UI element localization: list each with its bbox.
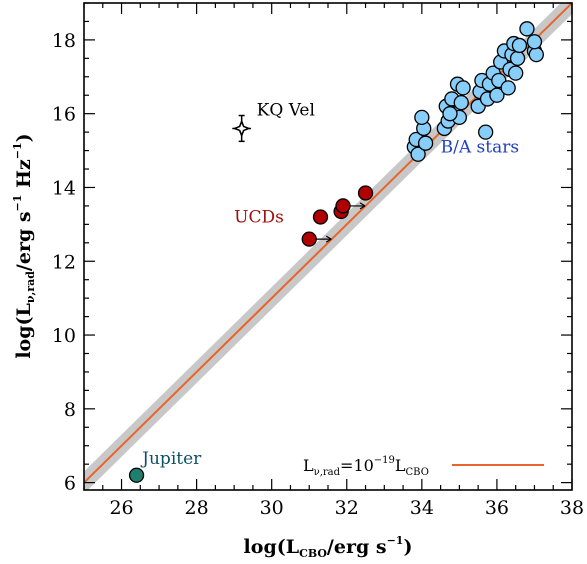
ucds-point — [301, 231, 317, 247]
x-tick-label: 34 — [410, 497, 434, 519]
axes: 26 28 30 32 34 36 38 6 8 10 12 14 16 18 — [52, 2, 584, 519]
x-tick-label: 36 — [485, 497, 509, 519]
b-a-stars-point — [509, 50, 526, 66]
b-a-stars-annotation: B/A stars — [441, 137, 519, 157]
x-tick-label: 30 — [260, 497, 284, 519]
b-a-stars-point — [442, 106, 458, 122]
y-tick-label: 18 — [52, 30, 76, 52]
b-a-stars-point — [500, 80, 516, 96]
y-tick-label: 12 — [52, 251, 76, 273]
b-a-stars-point — [414, 109, 430, 126]
b-a-stars-point — [453, 94, 469, 111]
ucds-point — [312, 209, 329, 225]
jupiter-annotation: Jupiter — [140, 449, 202, 469]
b-a-stars-point — [455, 80, 471, 96]
ucd-arrowhead — [359, 202, 366, 210]
b-a-stars-point — [508, 65, 524, 81]
ucds-annotation: UCDs — [234, 208, 284, 228]
x-tick-label: 38 — [560, 497, 584, 519]
y-tick-label: 10 — [52, 325, 76, 347]
y-tick-label: 8 — [64, 399, 76, 421]
ucds-point — [335, 198, 351, 214]
ucds-point — [357, 185, 374, 201]
b-a-stars-point — [478, 124, 494, 140]
b-a-stars-point — [528, 47, 544, 63]
x-tick-label: 26 — [109, 497, 133, 519]
x-axis-title: log(LCBO/erg s−1) — [244, 534, 413, 560]
y-axis-title: log(Lν,rad/erg s−1 Hz−1) — [11, 133, 37, 358]
kq-vel-annotation: KQ Vel — [257, 101, 315, 121]
x-tick-label: 32 — [335, 497, 359, 519]
y-tick-label: 6 — [64, 473, 76, 495]
legend-label: Lν,rad=10−19LCBO — [303, 455, 429, 478]
y-tick-label: 16 — [52, 104, 76, 126]
b-a-stars-point — [511, 37, 528, 54]
b-a-stars-point — [526, 34, 543, 50]
y-tick-label: 14 — [52, 177, 76, 199]
ucd-arrowhead — [325, 235, 332, 243]
b-a-stars-point — [489, 87, 505, 103]
plot-area — [84, 3, 572, 490]
b-a-stars-point — [410, 146, 426, 162]
labels: log(LCBO/erg s−1) log(Lν,rad/erg s−1 Hz−… — [11, 101, 544, 560]
b-a-stars-point — [519, 21, 535, 37]
kq-vel-point — [232, 119, 251, 138]
b-a-stars-point — [417, 135, 434, 151]
jupiter-point — [128, 467, 145, 483]
x-tick-label: 28 — [185, 497, 209, 519]
